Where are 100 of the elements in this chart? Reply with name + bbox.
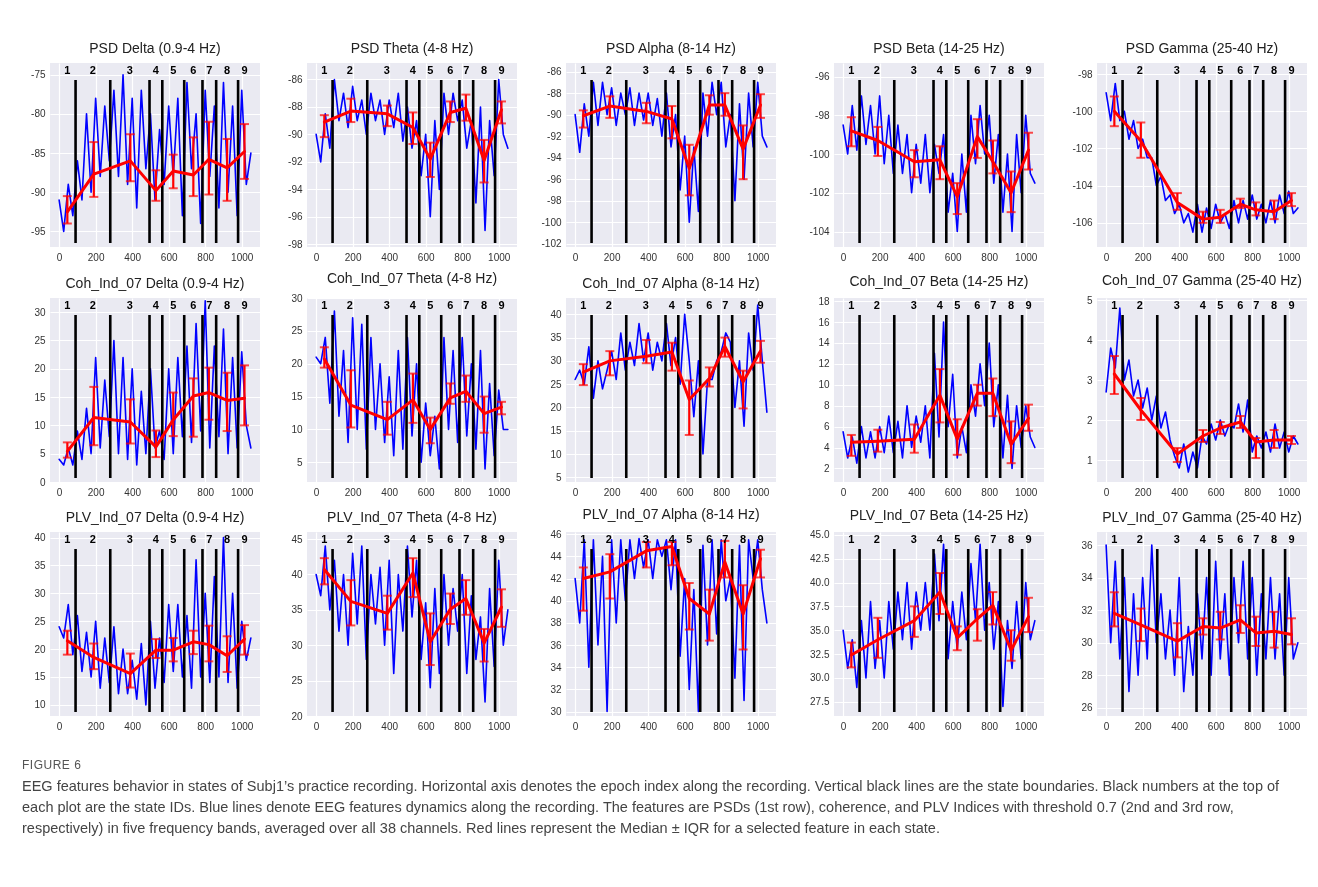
annotation: 5 [686, 64, 693, 76]
x-tick-label: 1000 [747, 251, 770, 263]
annotation: 9 [1025, 64, 1032, 76]
annotation: 2 [89, 64, 96, 76]
annotation: 8 [1008, 299, 1015, 311]
annotation: 6 [974, 533, 981, 545]
y-tick-label: 36 [1081, 539, 1093, 551]
x-tick-label: 600 [417, 720, 435, 732]
x-tick-label: 1000 [1015, 251, 1038, 263]
annotation: 5 [1217, 533, 1224, 545]
y-tick-label: -94 [547, 152, 562, 164]
y-tick-label: 18 [818, 295, 830, 307]
y-tick-label: 45.0 [810, 529, 830, 541]
annotation: 1 [848, 299, 855, 311]
y-tick-label: 5 [39, 448, 46, 460]
y-tick-label: 30 [34, 306, 46, 318]
y-tick-label: 20 [291, 710, 303, 722]
y-tick-label: -88 [288, 101, 303, 113]
annotation: 8 [1008, 64, 1015, 76]
y-tick-label: 3 [1086, 374, 1093, 386]
x-tick-label: 0 [56, 720, 63, 732]
line-series [574, 81, 768, 224]
x-tick-label: 400 [124, 720, 142, 732]
chart-title: Coh_Ind_07 Gamma (25-40 Hz) [1102, 272, 1302, 288]
annotation: 5 [1217, 299, 1224, 311]
y-tick-label: 30 [550, 355, 562, 367]
annotation: 2 [873, 299, 880, 311]
annotation: 8 [740, 64, 747, 76]
line-series [315, 310, 509, 470]
y-tick-label: 26 [1081, 702, 1093, 714]
x-tick-label: 800 [197, 251, 215, 263]
annotation: 9 [1288, 299, 1295, 311]
x-tick-label: 0 [313, 486, 320, 498]
x-tick-label: 400 [381, 486, 399, 498]
annotation: 1 [321, 299, 328, 311]
x-tick-label: 800 [454, 251, 472, 263]
y-tick-label: 32 [550, 683, 562, 695]
annotation: 5 [170, 533, 177, 545]
annotation: 9 [1288, 64, 1295, 76]
x-tick-label: 1000 [488, 486, 511, 498]
x-tick-label: 400 [640, 486, 658, 498]
x-tick-label: 800 [713, 251, 731, 263]
annotation: 1 [64, 64, 71, 76]
annotation: 7 [206, 299, 213, 311]
y-tick-label: 14 [818, 337, 830, 349]
x-tick-label: 400 [381, 720, 399, 732]
y-tick-label: 15 [291, 391, 303, 403]
x-tick-label: 800 [1244, 720, 1262, 732]
x-tick-label: 0 [572, 720, 579, 732]
y-tick-label: -90 [31, 186, 46, 198]
y-tick-label: 37.5 [810, 600, 830, 612]
annotation: 6 [190, 299, 197, 311]
annotation: 5 [686, 533, 693, 545]
y-tick-label: 5 [555, 471, 562, 483]
y-tick-label: 30 [291, 292, 303, 304]
chart-title: PLV_Ind_07 Beta (14-25 Hz) [849, 506, 1029, 523]
x-tick-label: 1000 [231, 251, 254, 263]
annotation: 1 [848, 64, 855, 76]
y-tick-label: 40 [550, 595, 562, 607]
annotation: 9 [757, 64, 764, 76]
x-tick-label: 600 [160, 486, 178, 498]
text: EEG features behavior in states of Subj1’s practice recording. Horizontal axis denotes the epoch index along the recording. Vertical black lines are the state boundaries. Black numbers at the top of each plot are the state IDs. Blue lines denote EEG features dynamics along the recording. The features are PSDs (1st row), coherence, and PLV Indices with threshold 0.7 (2nd and 3rd row, respectively) in five frequency bands, averaged over all 38 channels. Red lines represent the Median ± IQR for a selected feature in each state. [22, 777, 1281, 838]
x-tick-label: 200 [1134, 720, 1152, 732]
annotation: 3 [126, 64, 133, 76]
x-tick-label: 400 [640, 251, 658, 263]
chart-title: PSD Alpha (8-14 Hz) [606, 40, 736, 56]
annotation: 8 [740, 533, 747, 545]
annotation: 4 [409, 64, 417, 76]
x-tick-label: 1000 [1015, 486, 1038, 498]
annotation: 9 [1025, 533, 1032, 545]
annotation: 5 [1217, 64, 1224, 76]
y-tick-label: 20 [34, 643, 46, 655]
y-tick-label: 2 [823, 462, 830, 474]
annotation: 1 [1111, 299, 1118, 311]
x-tick-label: 0 [313, 720, 320, 732]
x-tick-label: 800 [454, 486, 472, 498]
line-series [1105, 544, 1299, 693]
annotation: 5 [170, 299, 177, 311]
y-tick-label: -100 [1072, 105, 1093, 117]
y-tick-label: 5 [296, 456, 303, 468]
annotation: 3 [383, 533, 390, 545]
annotation: 3 [1173, 533, 1180, 545]
chart-title: PSD Delta (0.9-4 Hz) [89, 40, 221, 56]
annotation: 7 [463, 299, 470, 311]
annotation: 6 [974, 64, 981, 76]
annotation: 9 [1025, 299, 1032, 311]
annotation: 6 [190, 533, 197, 545]
x-tick-label: 600 [676, 251, 694, 263]
annotation: 5 [954, 64, 961, 76]
annotation: 4 [152, 533, 160, 545]
x-tick-label: 0 [572, 486, 579, 498]
x-tick-label: 600 [1207, 251, 1225, 263]
annotation: 6 [706, 533, 713, 545]
x-tick-label: 1000 [1278, 251, 1301, 263]
annotation: 8 [481, 64, 488, 76]
x-tick-label: 1000 [231, 486, 254, 498]
annotation: 8 [1008, 533, 1015, 545]
annotation: 9 [757, 299, 764, 311]
x-tick-label: 800 [713, 720, 731, 732]
annotation: 4 [1199, 533, 1207, 545]
